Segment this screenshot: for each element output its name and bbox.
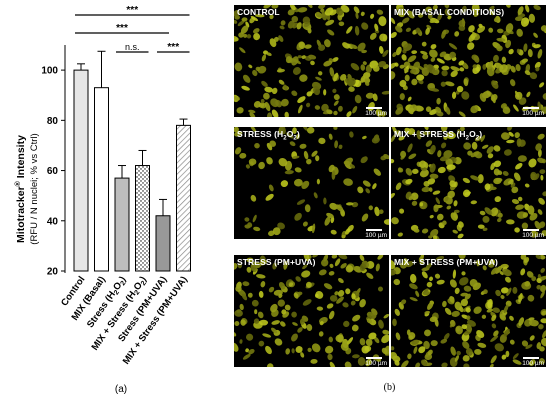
bar [135,165,150,272]
significance-label: *** [116,23,128,34]
bar [155,215,171,272]
micrograph-title: MIX + STRESS (PM+UVA) [394,257,498,267]
panel-label-a: (a) [115,384,127,395]
y-axis-label-suffix: Intensity [15,135,27,181]
micrograph-title: MIX + STRESS (H2O2) [394,129,483,142]
micrograph-title: STRESS (PM+UVA) [237,257,316,267]
bar [94,87,109,272]
micrograph-title: STRESS (H2O2) [237,129,300,142]
bar [73,69,89,272]
scale-bar [366,229,382,231]
y-tick-label: 80 [47,116,59,127]
panel-label-b: (b) [383,382,396,393]
significance-label: *** [126,5,138,16]
significance-label: n.s. [125,42,140,52]
fluorescent-cells-image [391,5,546,117]
fluorescent-cells-image [391,255,546,367]
micrograph-panel: MIX (BASAL CONDITIONS) 100 µm [391,5,546,117]
micrograph-panel: MIX + STRESS (PM+UVA) 100 µm [391,255,546,367]
significance-label: *** [167,42,179,53]
scale-bar [523,107,539,109]
scale-bar [523,229,539,231]
scale-bar-label: 100 µm [365,110,387,117]
bar-chart: Mitotracker® Intensity (RFU / N nuclei; … [14,5,191,395]
fluorescent-cells-image [391,127,546,239]
micrograph-panel: CONTROL 100 µm [234,5,389,117]
bar [114,177,130,272]
micrograph-panel: STRESS (PM+UVA) 100 µm [234,255,389,367]
y-axis-label-main: Mitotracker [15,186,27,243]
scale-bar [523,357,539,359]
y-axis-label: Mitotracker® Intensity (RFU / N nuclei; … [14,133,40,244]
y-axis-sublabel: (RFU / N nuclei; % vs Ctrl) [29,133,40,244]
micrograph-panel: MIX + STRESS (H2O2) 100 µm [391,127,546,239]
micrograph-panel: STRESS (H2O2) 100 µm [234,127,389,239]
svg-text:Mitotracker® Intensity: Mitotracker® Intensity [14,135,27,243]
y-axis-label-sup: ® [14,180,22,186]
scale-bar [366,357,382,359]
fluorescent-cells-image [234,255,389,367]
bar [176,124,191,272]
y-tick-label: 40 [47,216,59,227]
scale-bar [366,107,382,109]
scale-bar-label: 100 µm [522,232,544,239]
micrograph-grid: (b) CONTROL 100 µm MIX (BASAL CONDITIONS) 1… [229,0,550,401]
micrograph-title: CONTROL [237,7,280,17]
scale-bar-label: 100 µm [365,360,387,367]
micrograph-title: MIX (BASAL CONDITIONS) [394,7,505,17]
y-tick-label: 20 [47,267,59,278]
fluorescent-cells-image [234,127,389,239]
scale-bar-label: 100 µm [522,360,544,367]
y-tick-label: 100 [41,66,58,77]
scale-bar-label: 100 µm [522,110,544,117]
scale-bar-label: 100 µm [365,232,387,239]
fluorescent-cells-image [234,5,389,117]
y-tick-label: 60 [47,166,59,177]
